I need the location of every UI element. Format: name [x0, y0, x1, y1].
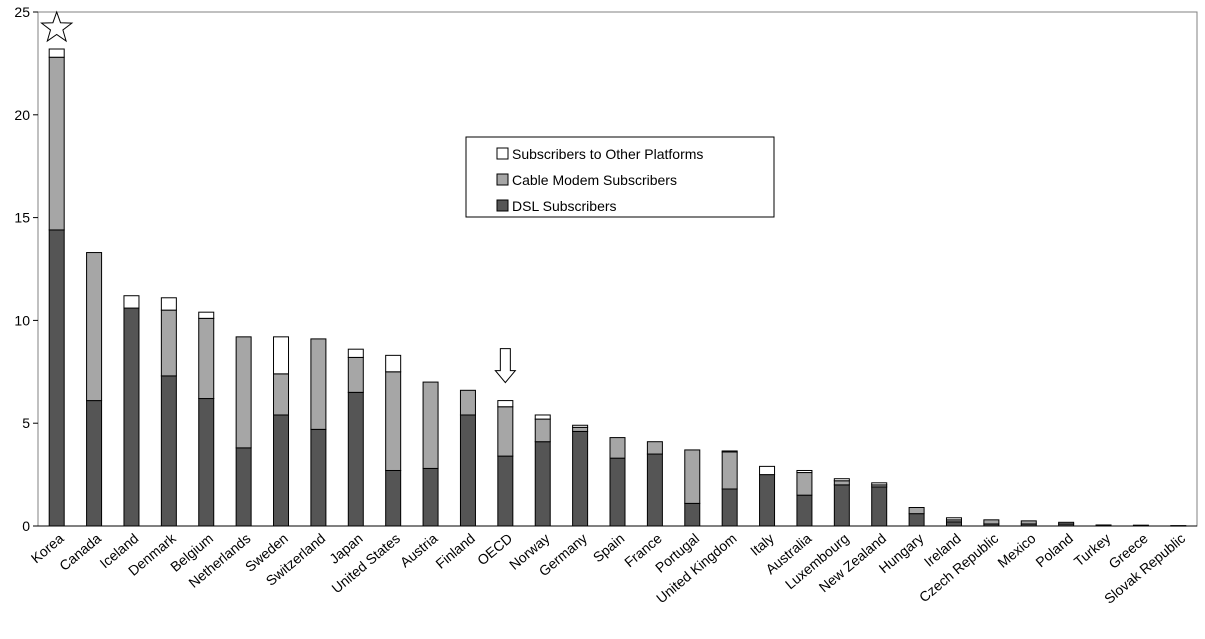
bar-segment [497, 455, 514, 527]
bar-segment [273, 336, 290, 375]
bar-segment [721, 451, 738, 490]
legend-label-cable: Cable Modem Subscribers [512, 172, 677, 188]
bar-segment [273, 373, 290, 416]
bar-segment [459, 389, 476, 416]
bar-segment [86, 252, 103, 402]
legend-swatch-dsl [496, 199, 509, 212]
bar-segment [273, 414, 290, 527]
bar-segment [534, 418, 551, 443]
bar-segment [908, 506, 925, 515]
legend: Subscribers to Other Platforms Cable Mod… [465, 136, 775, 218]
bar-segment [796, 469, 813, 474]
legend-label-other: Subscribers to Other Platforms [512, 146, 703, 162]
bar-segment [310, 428, 327, 527]
legend-label-dsl: DSL Subscribers [512, 198, 617, 214]
y-tick-label: 20 [14, 107, 30, 123]
bar-segment [833, 480, 850, 486]
bar-segment [646, 453, 663, 527]
bar-segment [385, 371, 402, 471]
bar-segment [796, 472, 813, 496]
x-axis-labels: KoreaCanadaIcelandDenmarkBelgiumNetherla… [28, 529, 1189, 606]
legend-swatch-cable [496, 173, 509, 186]
bar-segment [759, 465, 776, 476]
bar-segment [684, 502, 701, 527]
bar-segment [609, 437, 626, 459]
x-category-label: Mexico [994, 530, 1038, 571]
bar-segment [721, 488, 738, 527]
bar-segment [198, 398, 215, 527]
bar-segment [684, 449, 701, 504]
bar-segment [160, 375, 177, 527]
markers [40, 10, 517, 384]
bar-segment [983, 519, 1000, 525]
bars [38, 48, 1197, 527]
x-category-label: Poland [1032, 530, 1076, 570]
y-tick-label: 5 [22, 415, 30, 431]
bar-segment [871, 482, 888, 486]
bar-segment [459, 414, 476, 527]
bar-segment [497, 400, 514, 408]
legend-swatch-other [496, 147, 509, 160]
bar-segment [1020, 520, 1037, 525]
bar-segment [422, 381, 439, 469]
bar-segment [609, 457, 626, 527]
bar-segment [422, 467, 439, 527]
bar-segment [833, 478, 850, 482]
bar-segment [347, 391, 364, 527]
bar-segment [310, 338, 327, 430]
bar-segment [198, 317, 215, 400]
y-tick-label: 15 [14, 210, 30, 226]
x-category-label: Finland [432, 530, 477, 572]
bar-segment [347, 356, 364, 393]
bar-segment [796, 494, 813, 527]
bar-segment [123, 295, 140, 309]
bar-segment [534, 441, 551, 527]
x-category-label: Austria [397, 530, 441, 570]
bar-segment [123, 307, 140, 527]
x-category-label: Canada [56, 530, 104, 574]
bar-segment [497, 406, 514, 457]
bar-segment [572, 424, 589, 428]
bar-segment [198, 311, 215, 319]
bar-segment [908, 513, 925, 527]
y-tick-label: 10 [14, 312, 30, 328]
bar-segment [871, 486, 888, 527]
bar-segment [48, 229, 65, 527]
bar-segment [347, 348, 364, 358]
legend-box [465, 136, 775, 218]
bar-segment [1058, 521, 1075, 525]
star-marker-icon [40, 10, 74, 43]
bar-segment [945, 521, 962, 527]
bar-segment [572, 426, 589, 432]
bar-segment [160, 309, 177, 377]
x-category-label: Italy [747, 530, 777, 559]
bar-segment [646, 441, 663, 455]
bar-segment [721, 450, 738, 453]
bar-segment [534, 414, 551, 420]
bar-segment [160, 297, 177, 311]
bar-segment [833, 484, 850, 527]
bar-segment [86, 400, 103, 527]
bar-segment [48, 48, 65, 58]
y-tick-label: 25 [14, 4, 30, 20]
bar-segment [385, 354, 402, 373]
bar-segment [759, 474, 776, 527]
y-tick-label: 0 [22, 518, 30, 534]
bar-segment [385, 469, 402, 527]
bar-segment [945, 517, 962, 521]
x-category-label: Turkey [1071, 530, 1114, 569]
bar-segment [235, 336, 252, 449]
bar-segment [48, 56, 65, 231]
y-axis: 0 5 10 15 20 25 [14, 4, 38, 534]
down-arrow-marker-icon [494, 348, 517, 384]
bar-segment [235, 447, 252, 527]
bar-segment [572, 430, 589, 527]
